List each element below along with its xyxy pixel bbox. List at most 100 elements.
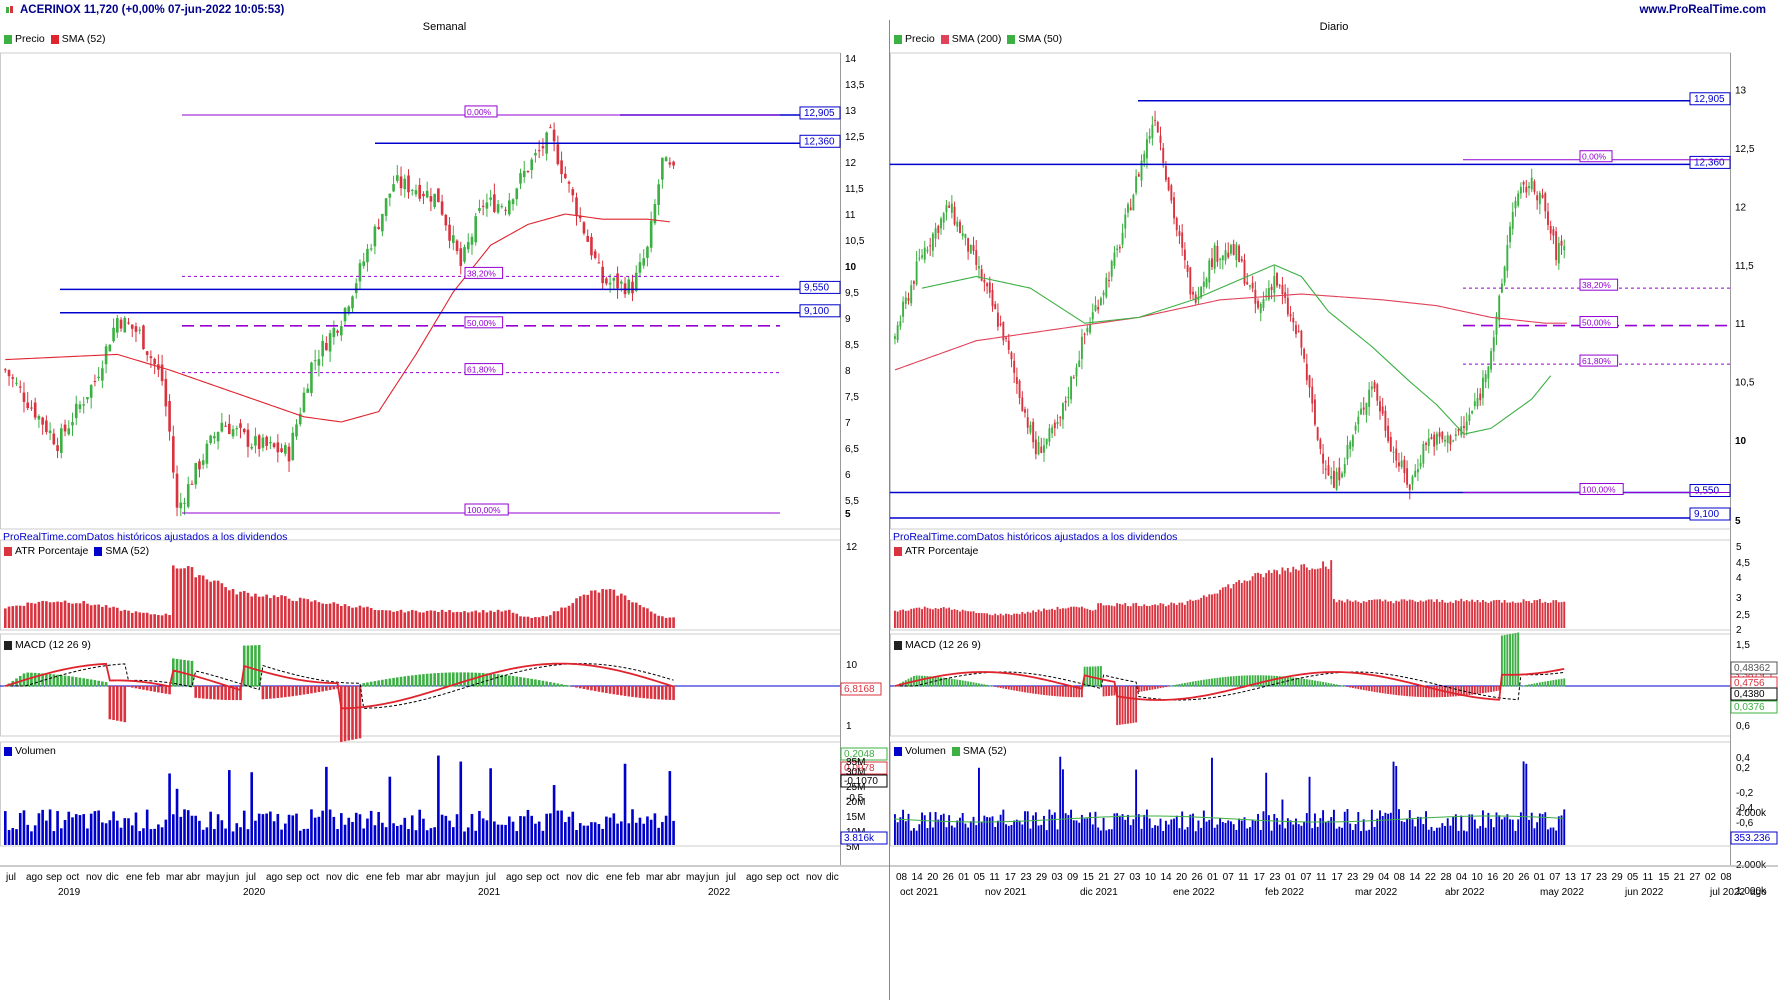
macd-hist-bar xyxy=(351,686,354,740)
price-tick: 13 xyxy=(845,106,857,117)
volume-bar xyxy=(959,817,961,845)
candle xyxy=(388,193,392,198)
candle xyxy=(959,221,961,234)
time-tick: 01 xyxy=(1534,872,1546,883)
macd-hist-bar xyxy=(1395,686,1398,696)
volume-bar xyxy=(33,825,37,845)
weekly-macd-legend: MACD (12 26 9) xyxy=(4,639,91,651)
atr-bar xyxy=(1040,611,1043,628)
time-tick: nov xyxy=(566,872,582,883)
legend-price: Precio xyxy=(15,33,45,45)
volume-bar xyxy=(1086,818,1089,845)
macd-hist-bar xyxy=(205,686,209,699)
macd-hist-bar xyxy=(1164,686,1167,688)
volume-bar xyxy=(1292,824,1295,845)
macd-hist-bar xyxy=(988,685,991,687)
volume-bar xyxy=(1536,822,1539,845)
atr-bar xyxy=(336,603,339,628)
macd-hist-bar xyxy=(1468,686,1471,696)
candle xyxy=(1403,459,1406,474)
candle xyxy=(1048,428,1051,442)
volume-bar xyxy=(1452,816,1455,845)
candle xyxy=(205,443,209,464)
weekly-vol-legend: Volumen xyxy=(4,745,56,757)
atr-bar xyxy=(410,609,414,628)
candle xyxy=(1297,330,1300,332)
candle xyxy=(638,262,642,273)
atr-bar xyxy=(1205,596,1208,628)
weekly-svg[interactable]: 1413,51312,51211,51110,5109,598,587,576,… xyxy=(0,20,889,1000)
weekly-chart[interactable]: Semanal 14 13,5 13 12,5 12 11,5 11 10,5 10 9,5 9 8,… xyxy=(0,20,890,1000)
candle xyxy=(1135,176,1138,193)
time-tick: jul xyxy=(5,872,16,883)
volume-bar xyxy=(172,814,175,845)
daily-chart[interactable]: Diario 13 12,5 12 11,5 11 10,5 10 5 12,905 12,360… xyxy=(890,20,1778,1000)
atr-bar xyxy=(478,612,481,628)
macd-hist-bar xyxy=(638,686,642,698)
macd-hist-bar xyxy=(1238,675,1241,687)
volume-bar xyxy=(246,829,250,845)
volume-bar xyxy=(1053,812,1056,845)
time-tick: dic xyxy=(826,872,839,883)
macd-hist-bar xyxy=(1403,686,1406,696)
macd-hist-bar xyxy=(672,686,675,701)
candle xyxy=(937,225,940,233)
atr-bar xyxy=(1416,602,1419,628)
time-tick: 23 xyxy=(1347,872,1359,883)
volume-bar xyxy=(1482,810,1484,845)
atr-bar xyxy=(1433,601,1436,628)
macd-hist-bar xyxy=(1536,682,1539,687)
candle xyxy=(1544,193,1547,212)
macd-hist-bar xyxy=(1384,686,1387,694)
macd-hist-bar xyxy=(1270,675,1273,687)
volume-bar xyxy=(1519,812,1522,845)
atr-bar xyxy=(1048,609,1051,628)
volume-bar xyxy=(657,827,660,845)
macd-hist-bar xyxy=(1349,686,1352,688)
atr-bar xyxy=(1070,606,1073,628)
macd-hist-bar xyxy=(52,674,56,687)
candle xyxy=(1154,119,1157,121)
atr-bar xyxy=(1213,593,1216,628)
candle xyxy=(534,152,537,156)
volume-bar xyxy=(67,811,71,845)
macd-hist-bar xyxy=(1045,686,1048,696)
volume-bar xyxy=(101,822,104,845)
candle xyxy=(328,333,332,352)
macd-hist-bar xyxy=(967,681,970,687)
atr-bar xyxy=(1181,602,1184,628)
volume-bar xyxy=(1192,813,1194,845)
macd-hist-bar xyxy=(1037,686,1040,695)
candle xyxy=(1267,288,1270,300)
candle xyxy=(1148,135,1151,140)
daily-svg[interactable]: 1312,51211,51110,510512,90512,3609,5509,… xyxy=(890,20,1778,1000)
time-tick: 27 xyxy=(1114,872,1126,883)
volume-bar xyxy=(86,828,89,845)
time-period: feb 2022 xyxy=(1265,887,1304,898)
atr-bar xyxy=(1159,603,1162,628)
macd-hist-bar xyxy=(1376,686,1379,693)
atr-bar xyxy=(1370,599,1373,628)
candle xyxy=(999,323,1002,326)
candle xyxy=(980,269,983,281)
atr-bar xyxy=(1384,599,1387,628)
atr-bar xyxy=(1395,600,1398,628)
macd-hist-bar xyxy=(1435,686,1438,698)
atr-bar xyxy=(160,615,164,628)
volume-bar xyxy=(904,821,907,845)
macd-hist-bar xyxy=(1018,686,1021,692)
volume-bar xyxy=(209,811,212,845)
atr-bar xyxy=(918,607,921,628)
macd-hist-bar xyxy=(198,686,201,699)
atr-bar xyxy=(332,602,336,628)
time-tick: jul xyxy=(245,872,256,883)
macd-hist-bar xyxy=(369,681,373,687)
macd-hist-bar xyxy=(1108,686,1110,696)
volume-bar xyxy=(612,813,616,845)
atr-bar xyxy=(1211,594,1213,628)
candle xyxy=(1435,433,1438,445)
macd-hist-bar xyxy=(522,677,526,687)
atr-bar xyxy=(1127,606,1129,628)
provider-link[interactable]: www.ProRealTime.com xyxy=(1639,4,1766,16)
volume-bar xyxy=(1154,825,1157,845)
